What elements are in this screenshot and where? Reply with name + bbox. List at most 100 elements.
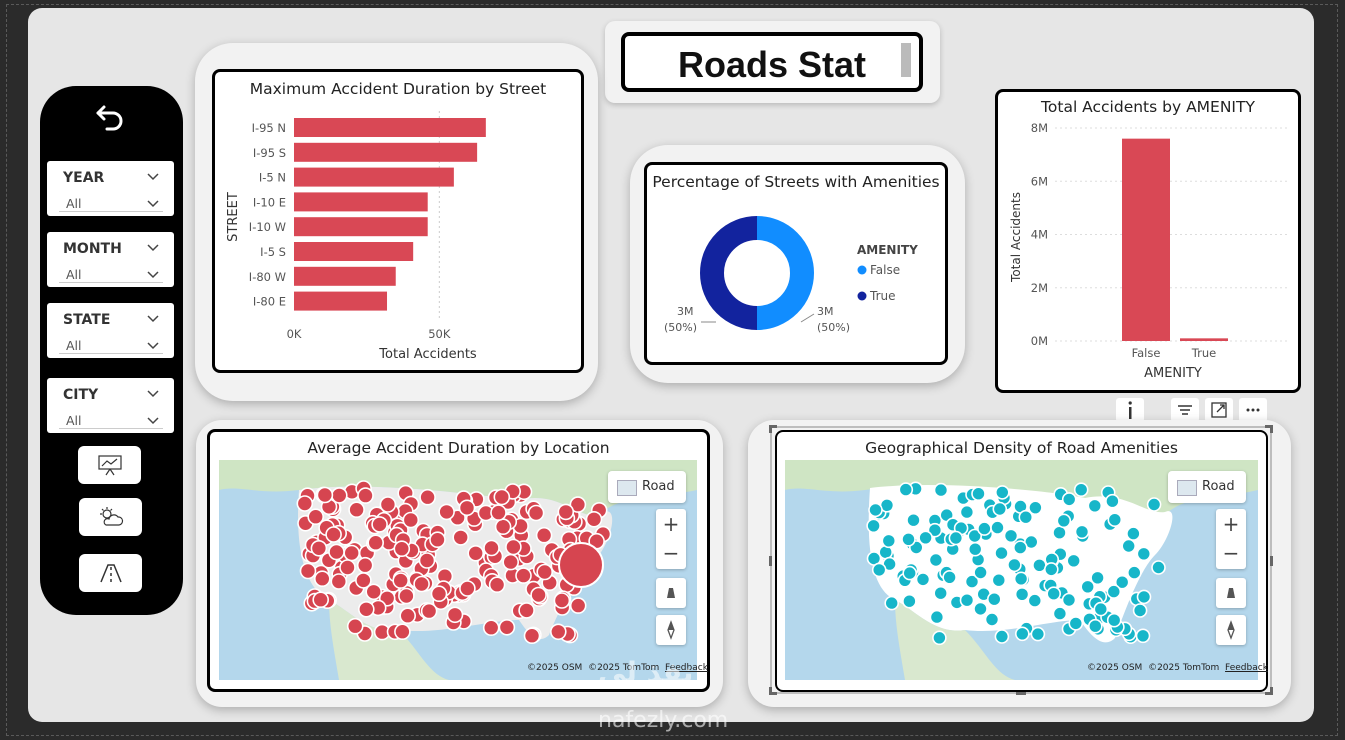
map-right-tilt-button[interactable] <box>1216 578 1246 608</box>
map-data-point[interactable] <box>1132 603 1148 618</box>
column-false[interactable] <box>1122 138 1170 341</box>
map-data-point[interactable] <box>530 586 547 604</box>
map-data-point[interactable] <box>1052 606 1068 621</box>
zoom-out-button[interactable]: − <box>1222 541 1240 565</box>
map-data-point[interactable] <box>918 530 933 546</box>
slicer-state-dropdown[interactable]: All <box>59 335 163 354</box>
donut-slice-false[interactable] <box>756 216 814 330</box>
map-data-point[interactable] <box>902 565 917 581</box>
map-data-point[interactable] <box>402 511 420 529</box>
map-left-feedback-link[interactable]: Feedback <box>665 663 708 673</box>
map-data-point[interactable] <box>307 508 324 526</box>
map-data-point[interactable] <box>1003 528 1019 544</box>
map-data-point[interactable] <box>1087 498 1103 514</box>
map-data-point[interactable] <box>1027 593 1043 608</box>
map-data-point[interactable] <box>866 518 881 534</box>
map-data-point[interactable] <box>420 602 438 620</box>
map-data-point[interactable] <box>482 619 500 636</box>
map-data-point[interactable] <box>927 522 943 538</box>
map-data-point[interactable] <box>1087 618 1103 634</box>
filter-button[interactable] <box>1171 398 1199 422</box>
map-data-point[interactable] <box>310 540 328 557</box>
chevron-down-icon[interactable] <box>147 387 159 399</box>
map-data-point[interactable] <box>367 534 384 551</box>
map-data-point[interactable] <box>1015 626 1030 642</box>
bar-i-80-e[interactable] <box>294 291 388 311</box>
map-data-point[interactable] <box>991 572 1007 588</box>
map-data-point[interactable] <box>357 487 374 504</box>
map-data-point[interactable] <box>1074 524 1090 540</box>
map-data-point[interactable] <box>325 526 342 543</box>
map-data-point[interactable] <box>1028 500 1043 516</box>
map-data-point[interactable] <box>933 482 949 498</box>
map-data-point[interactable] <box>536 563 554 581</box>
map-data-point[interactable] <box>984 612 1000 627</box>
map-data-point[interactable] <box>915 572 931 587</box>
map-data-point[interactable] <box>1068 616 1084 631</box>
map-data-point[interactable] <box>1136 546 1152 562</box>
back-arrow-icon[interactable] <box>94 101 126 133</box>
map-left-compass-button[interactable] <box>656 615 686 645</box>
slicer-month[interactable]: MONTH All <box>47 232 174 287</box>
legend-false-label[interactable]: False <box>870 263 900 277</box>
map-data-point[interactable] <box>1061 492 1077 507</box>
map-data-point[interactable] <box>429 531 446 548</box>
map-data-point[interactable] <box>518 602 535 619</box>
bar-i-95-n[interactable] <box>294 118 486 137</box>
map-data-point[interactable] <box>1018 509 1034 525</box>
map-data-point[interactable] <box>392 572 409 589</box>
slicer-year[interactable]: YEAR All <box>47 161 174 216</box>
map-data-point[interactable] <box>467 545 485 562</box>
map-data-point[interactable] <box>535 526 553 544</box>
map-left-tilt-button[interactable] <box>656 578 686 608</box>
map-data-point[interactable] <box>1126 565 1142 580</box>
map-data-point[interactable] <box>585 510 603 528</box>
map-data-point[interactable] <box>994 629 1010 644</box>
map-data-point[interactable] <box>419 488 436 506</box>
map-data-point[interactable] <box>1073 482 1089 498</box>
map-data-point[interactable] <box>296 495 314 512</box>
map-data-point[interactable] <box>328 543 345 561</box>
map-data-point[interactable] <box>316 486 334 504</box>
map-data-point[interactable] <box>393 540 411 557</box>
focus-mode-button[interactable] <box>1205 398 1233 422</box>
map-data-point[interactable] <box>365 583 382 601</box>
map-data-point[interactable] <box>1135 628 1151 644</box>
slicer-year-dropdown[interactable]: All <box>59 193 163 212</box>
column-true[interactable] <box>1180 338 1228 341</box>
map-data-point[interactable] <box>1066 553 1082 569</box>
map-data-point[interactable] <box>977 521 992 536</box>
map-data-point[interactable] <box>902 593 917 609</box>
map-data-point[interactable] <box>992 501 1008 517</box>
map-data-point[interactable] <box>928 552 944 568</box>
zoom-out-button[interactable]: − <box>662 541 680 565</box>
slicer-city-dropdown[interactable]: All <box>59 410 163 429</box>
map-left-canvas[interactable] <box>219 460 697 680</box>
map-data-point[interactable] <box>488 576 506 593</box>
map-data-point[interactable] <box>379 496 397 513</box>
map-data-point[interactable] <box>898 482 914 497</box>
map-data-point[interactable] <box>493 488 511 506</box>
map-data-point[interactable] <box>553 592 571 609</box>
map-data-point[interactable] <box>868 502 883 518</box>
map-data-point[interactable] <box>355 572 372 589</box>
map-data-point[interactable] <box>1030 626 1046 642</box>
map-data-point[interactable] <box>557 503 575 521</box>
map-right-style-picker[interactable]: Road <box>1168 471 1246 503</box>
map-data-point[interactable] <box>1014 587 1030 602</box>
map-data-point[interactable] <box>494 518 512 535</box>
map-data-point[interactable] <box>1136 589 1152 605</box>
legend-true-label[interactable]: True <box>869 289 896 303</box>
map-data-point[interactable] <box>973 565 988 580</box>
bar-i-10-w[interactable] <box>294 217 428 237</box>
map-data-point[interactable] <box>413 575 430 593</box>
map-data-point[interactable] <box>1007 557 1022 573</box>
map-data-point[interactable] <box>549 623 567 641</box>
map-data-point[interactable] <box>1126 526 1141 541</box>
map-data-point[interactable] <box>933 585 948 601</box>
map-data-point[interactable] <box>523 627 541 644</box>
chevron-down-icon[interactable] <box>147 241 159 253</box>
map-data-point[interactable] <box>343 544 360 562</box>
map-data-point[interactable] <box>502 553 520 571</box>
nav-weather-button[interactable] <box>79 498 142 536</box>
